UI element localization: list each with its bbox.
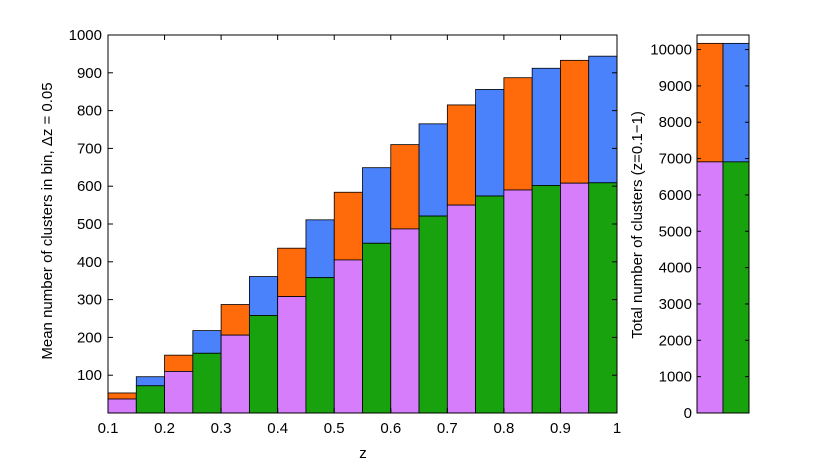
bar-upper-segment <box>164 354 194 372</box>
bar-lower-segment <box>560 182 590 414</box>
y-tick-label: 400 <box>77 254 102 271</box>
bar-upper-segment <box>503 77 533 191</box>
total-y-tick-label: 2000 <box>659 332 692 349</box>
bar-lower-segment <box>333 259 363 414</box>
y-tick-label: 700 <box>77 140 102 157</box>
total-y-tick-label: 0 <box>684 405 692 422</box>
bar-upper-segment <box>475 89 505 197</box>
y-tick-label: 1000 <box>69 27 102 44</box>
x-tick-label: 0.6 <box>380 420 401 437</box>
bar-lower-segment <box>192 352 222 414</box>
total-bars <box>696 42 750 414</box>
x-tick-label: 0.4 <box>267 420 288 437</box>
y-tick-label: 100 <box>77 367 102 384</box>
bar-lower-segment <box>446 204 477 414</box>
main-x-ticks: 0.1 0.2 0.3 0.4 0.5 0.6 0.7 0.8 0.9 1 <box>98 35 621 437</box>
y-tick-label: 500 <box>77 216 102 233</box>
x-tick-label: 1 <box>613 420 621 437</box>
total-chart: 0 1000 2000 3000 4000 5000 6000 7000 8000 9000 100… <box>629 34 750 422</box>
bar-upper-segment <box>333 191 363 261</box>
y-tick-label: 900 <box>77 65 102 82</box>
total-bar-lower-segment <box>722 161 750 414</box>
main-y-ticks: 100 200 300 400 500 600 700 800 900 1000 <box>69 27 617 384</box>
bar-upper-segment <box>362 167 392 244</box>
bar-upper-segment <box>305 219 335 279</box>
bar-upper-segment <box>588 55 618 184</box>
bar-upper-segment <box>390 144 420 230</box>
bar-upper-segment <box>418 123 448 217</box>
total-y-tick-label: 9000 <box>659 78 692 95</box>
bar-lower-segment <box>220 334 250 414</box>
bar-upper-segment <box>248 276 279 316</box>
x-tick-label: 0.3 <box>211 420 232 437</box>
y-tick-label: 800 <box>77 103 102 120</box>
main-y-axis-label: Mean number of clusters in bin, Δz = 0.0… <box>39 82 56 359</box>
main-x-axis-label: z <box>359 445 367 462</box>
x-tick-label: 0.9 <box>550 420 571 437</box>
bar-lower-segment <box>390 228 420 414</box>
y-tick-label: 600 <box>77 178 102 195</box>
bar-lower-segment <box>164 371 194 414</box>
y-tick-label: 300 <box>77 292 102 309</box>
total-axes-frame <box>696 34 750 414</box>
bar-lower-segment <box>305 277 335 414</box>
x-tick-label: 0.5 <box>324 420 345 437</box>
bar-lower-segment <box>588 182 618 414</box>
bar-lower-segment <box>362 242 392 414</box>
bar-upper-segment <box>135 376 165 387</box>
total-y-tick-label: 6000 <box>659 187 692 204</box>
bar-upper-segment <box>531 67 561 186</box>
total-y-ticks: 0 1000 2000 3000 4000 5000 6000 7000 8000 9000 100… <box>650 42 749 422</box>
bar-upper-segment <box>277 247 307 297</box>
total-bar-upper-segment <box>696 42 724 163</box>
total-y-tick-label: 3000 <box>659 296 692 313</box>
bar-lower-segment <box>503 189 533 414</box>
main-bars <box>107 55 618 414</box>
total-y-tick-label: 8000 <box>659 114 692 131</box>
total-bar-upper-segment <box>722 42 750 163</box>
bar-lower-segment <box>135 385 165 414</box>
total-y-tick-label: 7000 <box>659 151 692 168</box>
x-tick-label: 0.1 <box>98 420 119 437</box>
bar-lower-segment <box>277 296 307 414</box>
x-tick-label: 0.2 <box>154 420 175 437</box>
total-y-axis-label: Total number of clusters (z=0.1−1) <box>629 111 646 339</box>
x-tick-label: 0.7 <box>437 420 458 437</box>
bar-upper-segment <box>560 59 590 184</box>
total-y-tick-label: 10000 <box>650 42 692 59</box>
bar-lower-segment <box>531 185 561 414</box>
main-chart: 0.1 0.2 0.3 0.4 0.5 0.6 0.7 0.8 0.9 1 100 200 300 40… <box>39 27 621 462</box>
bar-upper-segment <box>446 104 477 206</box>
bar-upper-segment <box>192 330 222 354</box>
total-bar-lower-segment <box>696 161 724 414</box>
total-y-tick-label: 5000 <box>659 223 692 240</box>
bar-upper-segment <box>107 392 137 400</box>
bar-lower-segment <box>107 398 137 414</box>
y-tick-label: 200 <box>77 329 102 346</box>
bar-upper-segment <box>220 304 250 336</box>
bar-lower-segment <box>248 315 279 414</box>
total-y-tick-label: 4000 <box>659 260 692 277</box>
bar-lower-segment <box>475 195 505 414</box>
x-tick-label: 0.8 <box>493 420 514 437</box>
bar-lower-segment <box>418 215 448 414</box>
total-y-tick-label: 1000 <box>659 369 692 386</box>
